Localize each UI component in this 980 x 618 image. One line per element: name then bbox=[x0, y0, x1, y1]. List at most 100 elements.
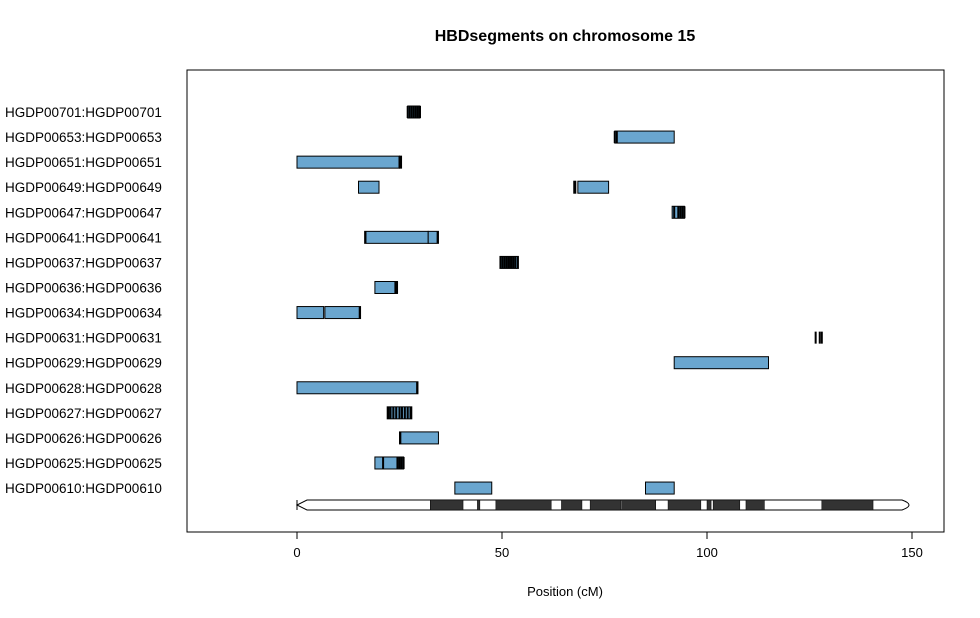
hbd-segment-mark bbox=[573, 181, 576, 194]
hbd-segment-mark bbox=[409, 406, 412, 419]
row-label: HGDP00634:HGDP00634 bbox=[5, 306, 162, 321]
ideogram-band bbox=[821, 499, 874, 511]
hbd-segment-bar bbox=[374, 280, 398, 294]
x-tick-label: 0 bbox=[293, 545, 300, 560]
row-label: HGDP00641:HGDP00641 bbox=[5, 230, 162, 245]
hbd-segment-mark bbox=[382, 456, 385, 469]
row-label: HGDP00610:HGDP00610 bbox=[5, 481, 162, 496]
hbd-segment-mark bbox=[505, 256, 508, 269]
ideogram-band bbox=[589, 499, 622, 511]
hbd-segment-mark bbox=[613, 131, 616, 144]
hbd-segment-bar bbox=[296, 155, 400, 169]
hbd-segment-bar bbox=[454, 481, 493, 495]
hbd-segment-mark bbox=[436, 231, 439, 244]
hbd-segment-bar bbox=[296, 306, 325, 320]
row-label: HGDP00631:HGDP00631 bbox=[5, 331, 162, 346]
ideogram-band bbox=[430, 499, 464, 511]
hbd-segment-mark bbox=[394, 281, 397, 294]
ideogram-band bbox=[745, 499, 765, 511]
hbd-segment-mark bbox=[510, 256, 513, 269]
x-tick-label: 50 bbox=[495, 545, 509, 560]
hbd-segment-mark bbox=[419, 106, 421, 118]
hbd-segment-mark bbox=[395, 406, 398, 419]
hbd-segment-mark bbox=[389, 406, 392, 419]
hbd-segment-mark bbox=[400, 456, 403, 469]
hbd-segment-mark bbox=[507, 256, 510, 269]
hbd-segment-mark bbox=[683, 206, 686, 219]
row-label: HGDP00647:HGDP00647 bbox=[5, 205, 162, 220]
hbd-segment-mark bbox=[410, 106, 413, 118]
hbd-segment-mark bbox=[516, 256, 519, 269]
hbd-segment-mark bbox=[416, 106, 419, 118]
hbd-segment-mark bbox=[396, 456, 399, 469]
hbd-segment-mark bbox=[414, 106, 417, 118]
hbd-segment-mark bbox=[398, 406, 401, 419]
ideogram-band bbox=[712, 499, 741, 511]
hbd-segment-mark bbox=[406, 106, 409, 118]
hbd-segment-mark bbox=[820, 331, 823, 344]
ideogram-band bbox=[495, 499, 552, 511]
hbd-segment-bar bbox=[577, 180, 610, 194]
chart-title: HBDsegments on chromosome 15 bbox=[435, 28, 696, 45]
row-label: HGDP00627:HGDP00627 bbox=[5, 406, 162, 421]
hbd-segment-bar bbox=[296, 381, 419, 395]
hbd-segment-mark bbox=[406, 406, 409, 419]
ideogram-band bbox=[561, 499, 583, 511]
hbd-segment-mark bbox=[499, 256, 502, 269]
hbd-segment-bar bbox=[364, 230, 429, 244]
hbd-segment-mark bbox=[412, 106, 415, 118]
row-label: HGDP00626:HGDP00626 bbox=[5, 431, 162, 446]
hbd-segment-mark bbox=[503, 256, 506, 269]
hbd-segment-mark bbox=[681, 206, 684, 219]
hbd-segment-bar bbox=[324, 306, 362, 320]
hbd-segment-mark bbox=[400, 406, 403, 419]
hbd-segment-bar bbox=[645, 481, 675, 495]
row-label: HGDP00628:HGDP00628 bbox=[5, 381, 162, 396]
hbd-segment-mark bbox=[398, 456, 401, 469]
row-label: HGDP00637:HGDP00637 bbox=[5, 255, 162, 270]
hbd-segment-mark bbox=[396, 281, 399, 294]
hbd-segment-mark bbox=[399, 156, 402, 169]
row-labels: HGDP00701:HGDP00701 HGDP00653:HGDP00653 HG… bbox=[5, 105, 162, 496]
plot-frame bbox=[186, 69, 945, 533]
hbd-segment-mark bbox=[679, 206, 682, 219]
hbd-segment-mark bbox=[677, 206, 680, 219]
hbd-segment-mark bbox=[814, 331, 817, 344]
ideogram-band bbox=[706, 499, 712, 511]
hbd-segment-mark bbox=[402, 456, 405, 469]
hbd-segment-mark bbox=[358, 306, 361, 319]
hbd-segment-bar bbox=[673, 356, 770, 370]
hbd-segment-mark bbox=[387, 406, 390, 419]
hbd-segment-mark bbox=[615, 131, 618, 144]
chromosome-ideogram bbox=[295, 499, 910, 511]
ideogram-band bbox=[667, 499, 702, 511]
row-label: HGDP00653:HGDP00653 bbox=[5, 130, 162, 145]
x-axis: 0 50 100 150 bbox=[293, 531, 923, 560]
hbd-segment-bar bbox=[614, 130, 675, 144]
hbd-segment-mark bbox=[399, 431, 402, 444]
x-tick-label: 150 bbox=[901, 545, 923, 560]
hbd-segment-bar bbox=[358, 180, 380, 194]
hbd-segment-mark bbox=[514, 256, 517, 269]
row-label: HGDP00651:HGDP00651 bbox=[5, 155, 162, 170]
hbd-segment-mark bbox=[512, 256, 515, 269]
hbd-segment-mark bbox=[398, 156, 401, 169]
ideogram-band bbox=[621, 499, 656, 511]
row-label: HGDP00629:HGDP00629 bbox=[5, 356, 162, 371]
hbd-segment-mark bbox=[416, 381, 419, 394]
hbd-segment-mark bbox=[673, 206, 676, 219]
hbd-segment-mark bbox=[501, 256, 504, 269]
hbd-segment-mark bbox=[403, 406, 406, 419]
hbd-segment-bar bbox=[399, 431, 439, 445]
row-label: HGDP00701:HGDP00701 bbox=[5, 105, 162, 120]
x-axis-title: Position (cM) bbox=[527, 584, 603, 599]
row-label: HGDP00649:HGDP00649 bbox=[5, 180, 162, 195]
x-tick-label: 100 bbox=[696, 545, 718, 560]
row-label: HGDP00636:HGDP00636 bbox=[5, 280, 162, 295]
ideogram-band bbox=[477, 499, 481, 511]
hbd-segment-mark bbox=[392, 406, 395, 419]
segment-layer bbox=[296, 105, 823, 495]
row-label: HGDP00625:HGDP00625 bbox=[5, 456, 162, 471]
hbd-segment-mark bbox=[408, 106, 411, 118]
hbd-segment-mark bbox=[818, 331, 821, 344]
